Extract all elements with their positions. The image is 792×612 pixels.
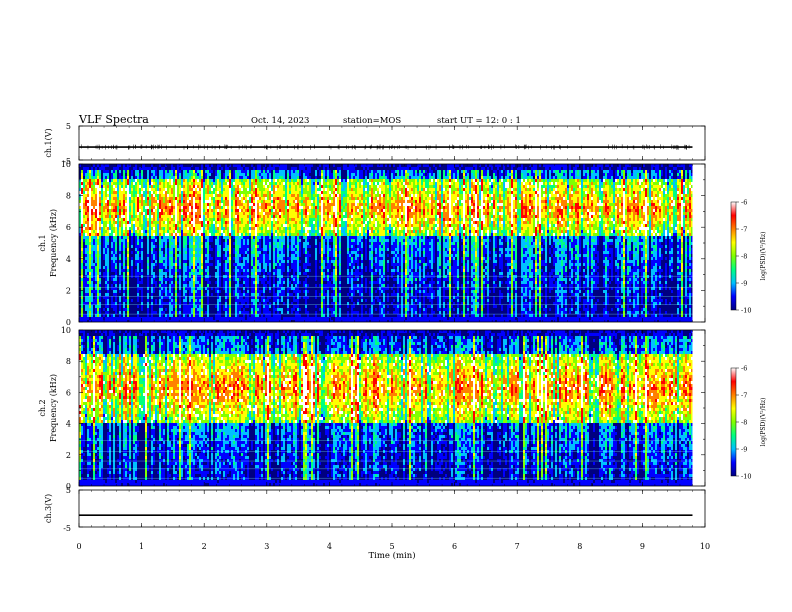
ch2-spectrogram-colorbar-tick-label: -9 [741,446,747,454]
ch1-spectrogram-colorbar [730,201,737,311]
ch1-spectrogram-colorbar-tick-label: -7 [741,226,747,234]
ch3-voltage-ytick-label: -5 [63,524,71,533]
ch1-spectrogram-ytick-label: 0 [66,318,71,327]
ch1-voltage-ylabel: ch.1(V) [44,128,53,157]
ch1-spectrogram-ytick-label: 6 [66,223,71,232]
ch2-spectrogram-colorbar-tick-label: -6 [741,365,747,373]
x-tick-label: 6 [452,542,457,551]
x-tick-label: 5 [389,542,394,551]
ch1-spectrogram-ytick-label: 4 [66,255,71,264]
ch2-spectrogram-ytick-label: 4 [66,420,71,429]
ch1-voltage-ytick-label: 5 [66,122,71,131]
ch3-voltage-frame [78,489,706,528]
ch1-spectrogram-colorbar-label: log(PSD)(V²/Hz) [760,232,767,281]
ch1-voltage-ytick-label: -5 [63,157,71,166]
ch2-spectrogram-colorbar-label: log(PSD)(V²/Hz) [760,398,767,447]
ch1-spectrogram-ytick-label: 10 [61,160,71,169]
ch2-spectrogram-channel-label: ch.2 [38,399,47,416]
x-tick-label: 4 [327,542,332,551]
ch2-spectrogram-ytick-label: 8 [66,357,71,366]
ch1-spectrogram-ytick-label: 8 [66,192,71,201]
x-tick-label: 3 [264,542,269,551]
ch2-spectrogram-ytick-label: 6 [66,388,71,397]
observation-date: Oct. 14, 2023 [251,116,310,126]
x-tick-label: 0 [76,542,81,551]
ch2-spectrogram-colorbar-tick-label: -7 [741,392,747,400]
x-axis-label: Time (min) [368,550,415,561]
ch2-spectrogram-colorbar [730,367,737,477]
x-tick-label: 1 [139,542,144,551]
ch1-spectrogram-colorbar-tick-label: -10 [741,307,751,315]
ch2-spectrogram-colorbar-tick-label: -10 [741,473,751,481]
x-tick-label: 7 [515,542,520,551]
ch1-spectrogram-ylabel: Frequency (kHz) [49,209,58,277]
x-tick-label: 10 [700,542,710,551]
ch1-spectrogram-ytick-label: 2 [66,286,71,295]
ch2-spectrogram-ytick-label: 10 [61,326,71,335]
ch3-voltage-ytick-label: 5 [66,486,71,495]
ch2-spectrogram-ylabel: Frequency (kHz) [49,374,58,442]
x-tick-label: 2 [202,542,207,551]
ch1-spectrogram-colorbar-tick-label: -9 [741,280,747,288]
ch3-voltage-ylabel: ch.3(V) [44,494,53,523]
ch1-spectrogram-colorbar-tick-label: -6 [741,199,747,207]
ch2-spectrogram-image [79,330,693,486]
x-tick-label: 8 [577,542,582,551]
ch1-spectrogram-colorbar-tick-label: -8 [741,253,747,261]
ch2-spectrogram-ytick-label: 0 [66,482,71,491]
chart-title: VLF Spectra [79,113,149,126]
ch1-voltage-frame [78,125,706,161]
ch1-spectrogram-image [79,164,693,322]
x-tick-label: 9 [640,542,645,551]
ch2-spectrogram-colorbar-tick-label: -8 [741,419,747,427]
ch1-spectrogram-channel-label: ch.1 [38,234,47,251]
ch2-spectrogram-ytick-label: 2 [66,451,71,460]
start-time-label: start UT = 12: 0 : 1 [437,116,521,126]
station-label: station=MOS [343,116,402,126]
